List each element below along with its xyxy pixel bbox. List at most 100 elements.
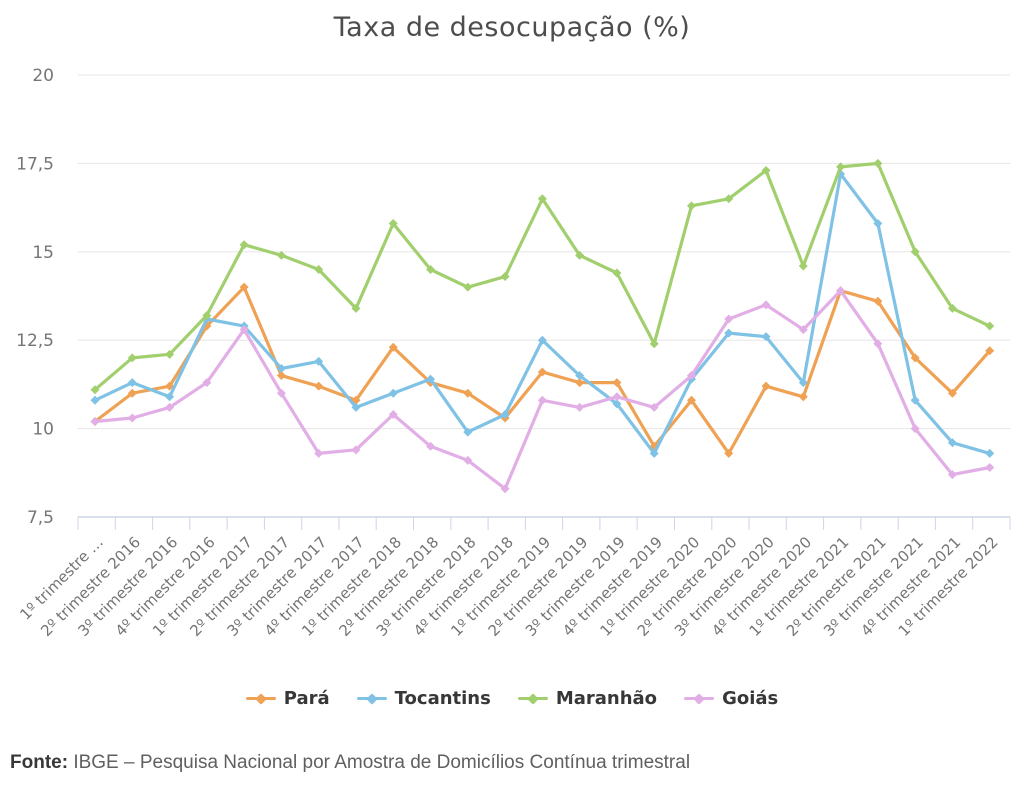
point-tocantins-1[interactable] <box>127 378 137 388</box>
point-maranhao-1[interactable] <box>127 353 137 363</box>
point-para-21[interactable] <box>873 296 883 306</box>
point-goias-19[interactable] <box>798 325 808 335</box>
point-maranhao-24[interactable] <box>985 321 995 331</box>
point-maranhao-13[interactable] <box>575 250 585 260</box>
point-tocantins-12[interactable] <box>537 335 547 345</box>
point-para-6[interactable] <box>314 381 324 391</box>
point-para-24[interactable] <box>985 346 995 356</box>
point-goias-22[interactable] <box>910 424 920 434</box>
point-tocantins-21[interactable] <box>873 219 883 229</box>
point-goias-12[interactable] <box>537 395 547 405</box>
point-para-14[interactable] <box>612 378 622 388</box>
point-goias-20[interactable] <box>836 286 846 296</box>
point-tocantins-8[interactable] <box>388 388 398 398</box>
point-maranhao-7[interactable] <box>351 303 361 313</box>
point-goias-23[interactable] <box>947 470 957 480</box>
point-goias-10[interactable] <box>463 455 473 465</box>
point-maranhao-6[interactable] <box>314 264 324 274</box>
point-para-2[interactable] <box>165 381 175 391</box>
point-goias-5[interactable] <box>276 388 286 398</box>
point-tocantins-10[interactable] <box>463 427 473 437</box>
point-goias-14[interactable] <box>612 392 622 402</box>
point-goias-24[interactable] <box>985 462 995 472</box>
point-tocantins-2[interactable] <box>165 392 175 402</box>
point-para-4[interactable] <box>239 282 249 292</box>
point-tocantins-6[interactable] <box>314 356 324 366</box>
legend-label-para: Pará <box>283 688 330 709</box>
series-para <box>90 282 995 458</box>
legend-item-para[interactable]: Pará <box>245 688 330 709</box>
point-para-16[interactable] <box>686 395 696 405</box>
point-tocantins-22[interactable] <box>910 395 920 405</box>
legend-item-tocantins[interactable]: Tocantins <box>356 688 491 709</box>
point-maranhao-20[interactable] <box>836 162 846 172</box>
point-tocantins-18[interactable] <box>761 332 771 342</box>
point-para-22[interactable] <box>910 353 920 363</box>
point-tocantins-5[interactable] <box>276 363 286 373</box>
point-goias-9[interactable] <box>426 441 436 451</box>
point-tocantins-17[interactable] <box>724 328 734 338</box>
line-goias[interactable] <box>93 289 992 491</box>
point-maranhao-3[interactable] <box>202 310 212 320</box>
point-para-18[interactable] <box>761 381 771 391</box>
point-goias-16[interactable] <box>686 371 696 381</box>
point-tocantins-7[interactable] <box>351 402 361 412</box>
point-para-8[interactable] <box>388 342 398 352</box>
point-tocantins-14[interactable] <box>612 399 622 409</box>
point-para-17[interactable] <box>724 448 734 458</box>
point-tocantins-15[interactable] <box>649 448 659 458</box>
point-maranhao-2[interactable] <box>165 349 175 359</box>
point-maranhao-12[interactable] <box>537 194 547 204</box>
point-maranhao-5[interactable] <box>276 250 286 260</box>
point-maranhao-9[interactable] <box>426 264 436 274</box>
legend-marker-tocantins-icon <box>356 692 387 705</box>
point-tocantins-19[interactable] <box>798 378 808 388</box>
point-goias-18[interactable] <box>761 300 771 310</box>
point-para-5[interactable] <box>276 371 286 381</box>
point-tocantins-0[interactable] <box>90 395 100 405</box>
point-goias-0[interactable] <box>90 417 100 427</box>
y-axis-label-12,5: 12,5 <box>16 331 54 351</box>
point-goias-2[interactable] <box>165 402 175 412</box>
point-goias-1[interactable] <box>127 413 137 423</box>
point-maranhao-19[interactable] <box>798 261 808 271</box>
point-goias-7[interactable] <box>351 445 361 455</box>
point-tocantins-24[interactable] <box>985 448 995 458</box>
series-maranhao <box>90 158 995 395</box>
point-goias-17[interactable] <box>724 314 734 324</box>
point-maranhao-18[interactable] <box>761 165 771 175</box>
point-para-10[interactable] <box>463 388 473 398</box>
point-maranhao-22[interactable] <box>910 247 920 257</box>
point-maranhao-21[interactable] <box>873 158 883 168</box>
point-goias-6[interactable] <box>314 448 324 458</box>
legend-item-maranhao[interactable]: Maranhão <box>517 688 657 709</box>
point-tocantins-11[interactable] <box>500 409 510 419</box>
point-goias-8[interactable] <box>388 409 398 419</box>
point-maranhao-10[interactable] <box>463 282 473 292</box>
point-tocantins-9[interactable] <box>426 374 436 384</box>
legend-diamond-icon <box>693 692 705 705</box>
point-para-13[interactable] <box>575 378 585 388</box>
point-maranhao-4[interactable] <box>239 240 249 250</box>
point-maranhao-8[interactable] <box>388 219 398 229</box>
point-goias-3[interactable] <box>202 378 212 388</box>
point-para-19[interactable] <box>798 392 808 402</box>
point-goias-15[interactable] <box>649 402 659 412</box>
point-maranhao-23[interactable] <box>947 303 957 313</box>
point-maranhao-11[interactable] <box>500 272 510 282</box>
point-para-23[interactable] <box>947 388 957 398</box>
point-goias-13[interactable] <box>575 402 585 412</box>
point-para-12[interactable] <box>537 367 547 377</box>
point-goias-21[interactable] <box>873 339 883 349</box>
point-tocantins-13[interactable] <box>575 371 585 381</box>
point-maranhao-15[interactable] <box>649 339 659 349</box>
point-maranhao-17[interactable] <box>724 194 734 204</box>
point-goias-11[interactable] <box>500 484 510 494</box>
point-maranhao-14[interactable] <box>612 268 622 278</box>
legend-item-goias[interactable]: Goiás <box>684 688 778 709</box>
point-para-1[interactable] <box>127 388 137 398</box>
point-goias-4[interactable] <box>239 325 249 335</box>
point-maranhao-16[interactable] <box>686 201 696 211</box>
point-maranhao-0[interactable] <box>90 385 100 395</box>
point-tocantins-23[interactable] <box>947 438 957 448</box>
